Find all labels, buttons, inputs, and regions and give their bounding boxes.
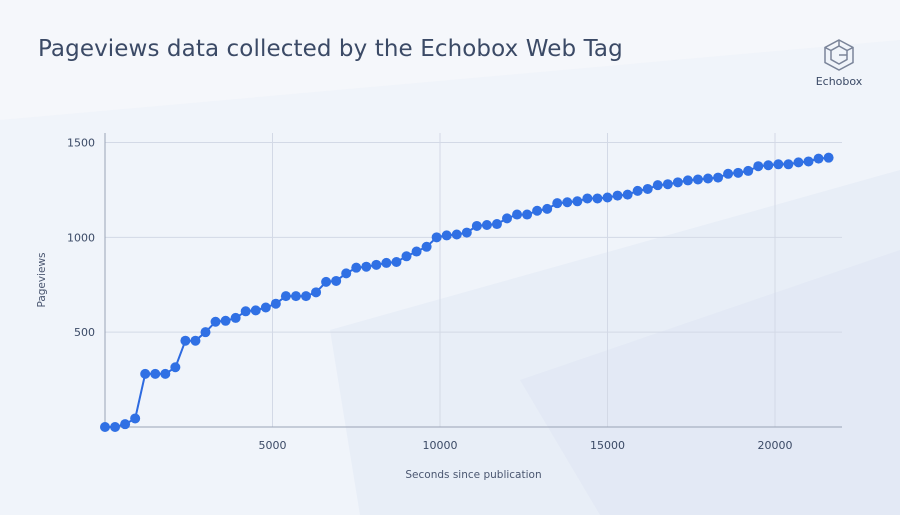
data-point — [803, 156, 814, 167]
data-point — [441, 230, 452, 241]
data-point — [622, 189, 633, 200]
data-point — [280, 291, 291, 302]
data-point — [813, 153, 824, 164]
y-tick-label: 500 — [74, 326, 95, 339]
data-point — [240, 306, 251, 317]
data-point — [391, 256, 402, 267]
data-point — [823, 152, 834, 163]
data-point — [572, 196, 583, 207]
data-point — [130, 413, 141, 424]
data-point — [522, 209, 533, 220]
data-point — [160, 368, 171, 379]
data-point — [481, 219, 492, 230]
data-point — [110, 422, 121, 432]
data-point — [120, 419, 131, 430]
data-point — [703, 173, 713, 184]
data-point — [713, 172, 724, 183]
data-point — [692, 174, 703, 185]
data-point — [592, 193, 603, 204]
x-tick-label: 10000 — [423, 439, 458, 452]
data-point — [290, 291, 301, 302]
data-point — [743, 165, 754, 176]
data-point — [170, 362, 181, 373]
data-point — [341, 268, 352, 279]
data-point — [260, 302, 271, 313]
data-point — [321, 276, 332, 287]
data-point — [331, 275, 342, 286]
y-axis-label: Pageviews — [36, 252, 48, 307]
data-point — [783, 159, 794, 170]
data-point — [361, 261, 372, 272]
data-point — [763, 160, 774, 171]
x-tick-label: 20000 — [758, 439, 793, 452]
data-point — [552, 198, 563, 209]
data-point — [190, 335, 201, 346]
data-point — [682, 175, 693, 186]
data-point — [371, 259, 382, 270]
x-axis-label: Seconds since publication — [405, 469, 541, 481]
data-point — [311, 287, 322, 298]
data-point — [471, 220, 482, 231]
data-point — [200, 327, 211, 338]
data-point — [180, 335, 191, 346]
data-point — [451, 229, 462, 240]
data-point — [562, 197, 573, 208]
data-point — [753, 161, 764, 172]
data-point — [431, 232, 442, 243]
data-point — [602, 192, 613, 203]
data-point — [773, 159, 784, 170]
data-point — [793, 157, 804, 168]
x-tick-label: 5000 — [259, 439, 287, 452]
data-point — [411, 246, 422, 257]
data-point — [491, 219, 502, 230]
data-point — [672, 177, 683, 188]
data-point — [421, 241, 432, 252]
data-point — [642, 183, 653, 194]
data-point — [100, 422, 110, 432]
data-point — [532, 205, 543, 216]
y-tick-label: 1000 — [67, 231, 95, 244]
data-point — [733, 167, 744, 178]
data-point — [230, 312, 241, 323]
data-point — [652, 180, 663, 191]
data-point — [461, 227, 472, 238]
data-point — [351, 262, 362, 273]
chart-title: Pageviews data collected by the Echobox … — [38, 36, 623, 62]
data-point — [150, 368, 161, 379]
data-point — [381, 257, 392, 268]
data-point — [662, 179, 673, 190]
data-point — [512, 209, 523, 220]
data-point — [250, 305, 261, 316]
data-point — [612, 190, 623, 201]
data-point — [270, 298, 281, 309]
data-point — [220, 315, 231, 326]
data-point — [502, 213, 512, 224]
data-point — [582, 193, 593, 204]
data-point — [210, 316, 221, 327]
data-point — [542, 203, 553, 214]
echobox-cube-icon — [824, 39, 854, 71]
data-point — [301, 291, 311, 302]
brand-name: Echobox — [815, 75, 863, 88]
data-point — [140, 368, 151, 379]
data-point — [723, 168, 734, 179]
series-line — [105, 156, 829, 428]
data-point — [401, 251, 412, 262]
y-tick-label: 1500 — [67, 136, 95, 149]
data-point — [632, 185, 643, 196]
brand-logo: Echobox — [814, 38, 864, 88]
x-tick-label: 15000 — [590, 439, 625, 452]
